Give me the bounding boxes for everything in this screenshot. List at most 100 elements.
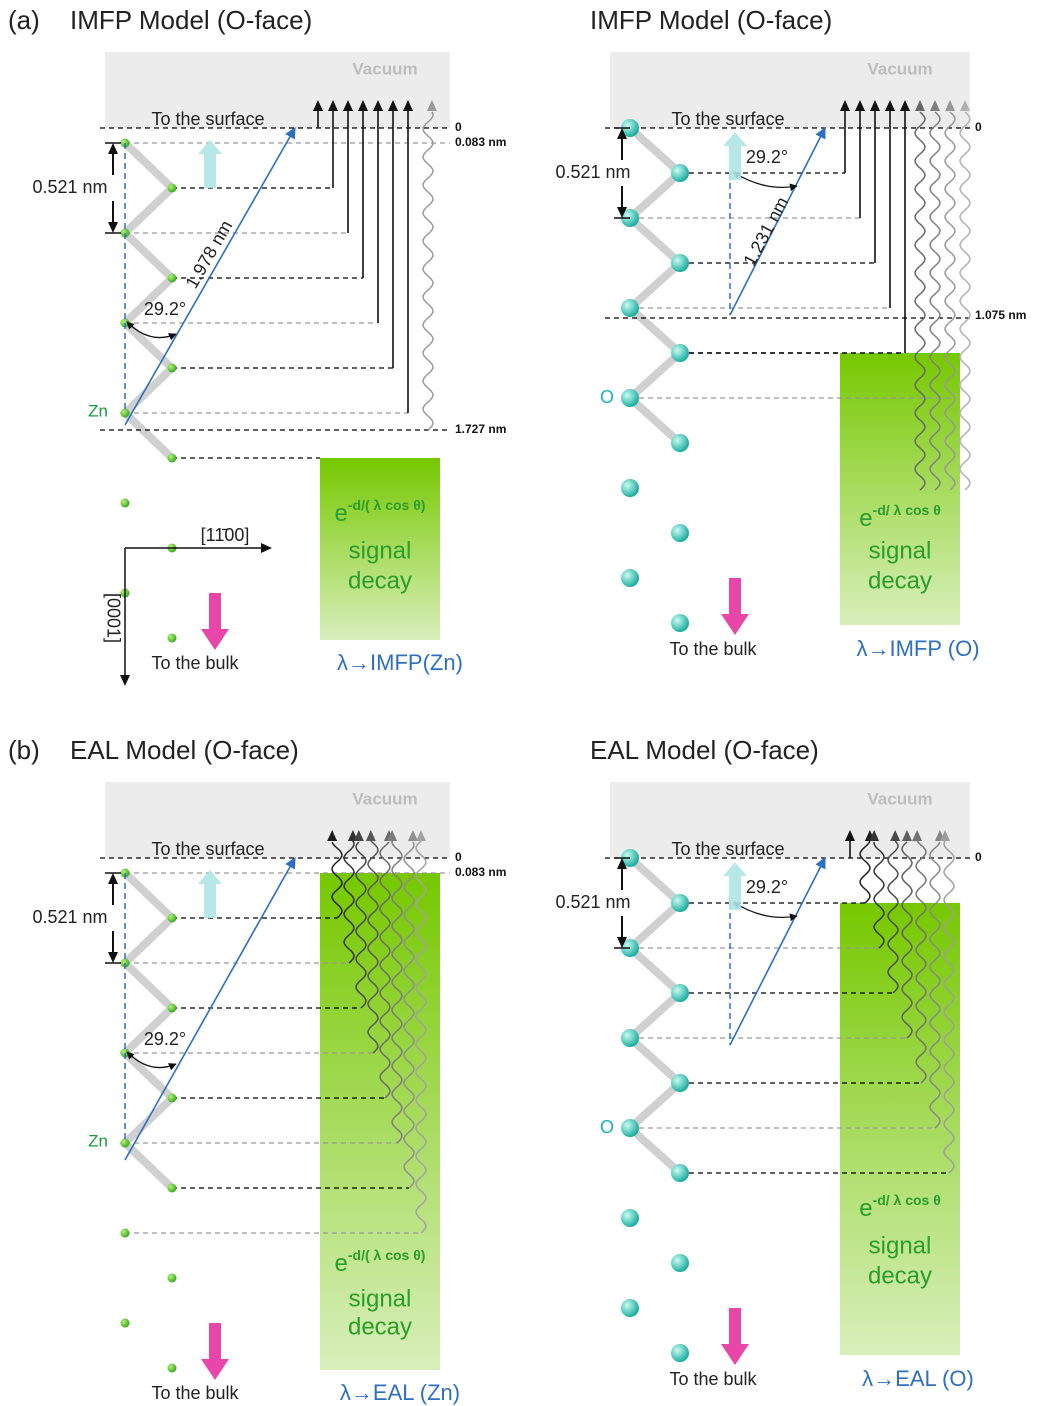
o-atom (621, 479, 639, 497)
depth-label: 0.083 nm (455, 865, 506, 879)
axis-label: [11̄00] (201, 525, 250, 545)
angle-label: 29.2° (144, 299, 186, 319)
attenuated-emission (960, 112, 970, 490)
formula-exponent: -d/( λ cos θ) (348, 497, 426, 513)
zn-atom (168, 1184, 177, 1193)
surface-label: To the surface (151, 839, 264, 859)
spacing-label: 0.521 nm (32, 907, 107, 927)
surface-arrow (198, 140, 222, 188)
angle-arc (733, 902, 797, 917)
surface-label: To the surface (671, 109, 784, 129)
o-atom (621, 299, 639, 317)
formula-base: e (335, 500, 348, 527)
zn-atom (121, 499, 130, 508)
bulk-label: To the bulk (669, 639, 757, 659)
surface-arrow (198, 870, 222, 918)
decay-label: decay (868, 567, 932, 594)
o-atom (621, 1119, 639, 1137)
path-length-label: 1.231 nm (739, 194, 792, 270)
o-atom (671, 614, 689, 632)
decay-label: signal (349, 537, 412, 564)
panel-label: (b) (8, 735, 40, 765)
decay-label: decay (868, 1262, 932, 1289)
o-atom (671, 254, 689, 272)
page: (a) IMFP Model (O-face) Vacuum To the surfa… (0, 0, 1038, 1406)
lambda-label: λ→IMFP (O) (856, 636, 979, 661)
angle-label: 29.2° (144, 1029, 186, 1049)
vacuum: Vacuum (352, 789, 417, 808)
panel-label: (a) (8, 5, 40, 35)
bulk-label: To the bulk (151, 653, 239, 673)
angle-label: 29.2° (746, 147, 788, 167)
o-atom (621, 389, 639, 407)
lambda-label: λ→EAL (O) (862, 1366, 974, 1391)
bulk-arrow (201, 593, 229, 650)
spacing-label: 0.521 nm (555, 892, 630, 912)
zn-atom (168, 1004, 177, 1013)
bulk-label: To the bulk (669, 1369, 757, 1389)
panel: (b) EAL Model (O-face) Vacuum To the surfac… (8, 735, 506, 1405)
o-atom (671, 1074, 689, 1092)
o-atom (671, 524, 689, 542)
o-atom (671, 1344, 689, 1362)
bulk-arrow (721, 1308, 749, 1365)
decay-label: signal (869, 537, 932, 564)
depth-label: 0 (455, 850, 462, 864)
o-atom (621, 569, 639, 587)
formula-base: e (859, 505, 872, 532)
vacuum: Vacuum (867, 789, 932, 808)
o-atom (671, 164, 689, 182)
path-length-label: 1.978 nm (181, 217, 236, 292)
o-atom (621, 1029, 639, 1047)
zn-atom (121, 1229, 130, 1238)
zn-atom (168, 1094, 177, 1103)
arrowhead (120, 675, 130, 686)
o-atom (671, 1254, 689, 1272)
bulk-arrow (721, 578, 749, 635)
o-atom (671, 984, 689, 1002)
vacuum: Vacuum (867, 59, 932, 78)
zn-atom (168, 364, 177, 373)
depth-label: 0 (975, 850, 982, 864)
zn-atom (168, 914, 177, 923)
o-atom (671, 434, 689, 452)
bulk-label: To the bulk (151, 1383, 239, 1403)
figure: (a) IMFP Model (O-face) Vacuum To the surfa… (0, 0, 1038, 1406)
o-atom (621, 1209, 639, 1227)
bulk-arrow (201, 1323, 229, 1380)
atom-label: Zn (88, 401, 108, 420)
zn-atom (121, 1319, 130, 1328)
axis-label: [0001] (103, 593, 123, 643)
spacing-label: 0.521 nm (32, 177, 107, 197)
panel-title: EAL Model (O-face) (590, 735, 819, 765)
formula-exponent: -d/ λ cos θ (873, 502, 941, 518)
atom-label: O (600, 387, 614, 407)
panel-title: IMFP Model (O-face) (70, 5, 312, 35)
formula-base: e (859, 1195, 872, 1222)
zn-atom (121, 409, 130, 418)
zn-atom (168, 1274, 177, 1283)
o-atom (671, 1164, 689, 1182)
atom-label: O (600, 1117, 614, 1137)
o-atom (671, 344, 689, 362)
decay-label: signal (869, 1232, 932, 1259)
lambda-label: λ→IMFP(Zn) (337, 650, 463, 675)
zn-atom (168, 184, 177, 193)
spacing-label: 0.521 nm (555, 162, 630, 182)
depth-label: 1.727 nm (455, 422, 506, 436)
angle-label: 29.2° (746, 877, 788, 897)
panel-title: IMFP Model (O-face) (590, 5, 832, 35)
depth-label: 0 (455, 120, 462, 134)
decay-label: decay (348, 1313, 412, 1340)
depth-label: 0 (975, 120, 982, 134)
zn-atom (168, 274, 177, 283)
arrowhead (108, 143, 118, 154)
arrowhead (108, 222, 118, 233)
depth-label: 1.075 nm (975, 308, 1026, 322)
zn-atom (168, 634, 177, 643)
panel-title: EAL Model (O-face) (70, 735, 299, 765)
zn-atom (168, 1364, 177, 1373)
formula-exponent: -d/( λ cos θ) (348, 1247, 426, 1263)
